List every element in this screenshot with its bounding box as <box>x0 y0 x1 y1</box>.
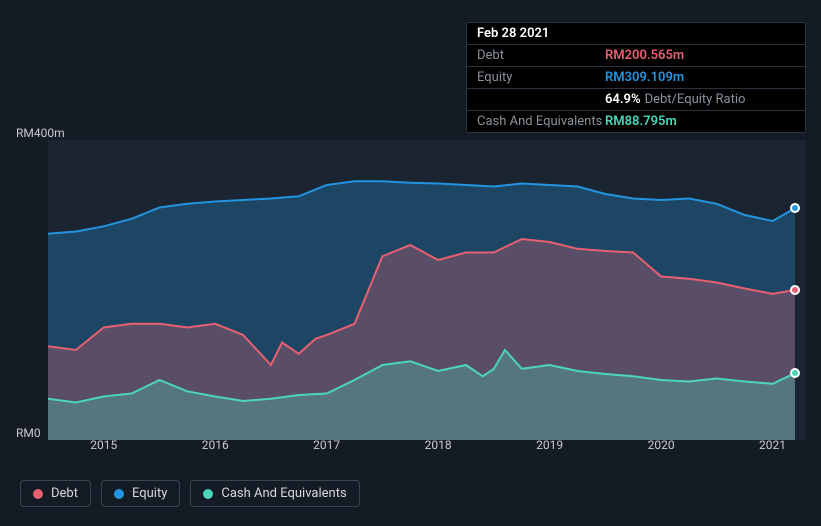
tooltip-label <box>477 92 605 107</box>
legend-label: Debt <box>51 486 78 501</box>
legend-item-equity[interactable]: Equity <box>101 480 180 507</box>
x-axis-label: 2017 <box>313 438 340 452</box>
tooltip-value: RM200.565m <box>605 48 684 63</box>
chart-container: Feb 28 2021 DebtRM200.565mEquityRM309.10… <box>0 0 821 526</box>
tooltip-date: Feb 28 2021 <box>477 26 549 41</box>
tooltip-row: DebtRM200.565m <box>467 45 805 67</box>
equity-marker <box>790 203 800 213</box>
legend-label: Equity <box>132 486 167 501</box>
tooltip-value: RM309.109m <box>605 70 684 85</box>
plot-svg <box>48 140 806 440</box>
debt-marker <box>790 285 800 295</box>
plot-area[interactable] <box>48 140 806 440</box>
equity-legend-dot <box>114 489 124 499</box>
legend-item-cash[interactable]: Cash And Equivalents <box>190 480 359 507</box>
x-axis-label: 2021 <box>759 438 786 452</box>
legend: Debt Equity Cash And Equivalents <box>20 480 360 507</box>
cash-marker <box>790 368 800 378</box>
x-axis-label: 2020 <box>648 438 675 452</box>
tooltip-date-row: Feb 28 2021 <box>467 23 805 45</box>
tooltip-label: Equity <box>477 70 605 85</box>
legend-label: Cash And Equivalents <box>221 486 346 501</box>
x-axis-label: 2019 <box>536 438 563 452</box>
debt-legend-dot <box>33 489 43 499</box>
chart-tooltip: Feb 28 2021 DebtRM200.565mEquityRM309.10… <box>466 22 806 133</box>
x-axis: 2015 2016 2017 2018 2019 2020 2021 <box>48 438 806 458</box>
y-axis-label: RM400m <box>16 126 65 140</box>
tooltip-value: 64.9% <box>605 92 641 107</box>
x-axis-label: 2018 <box>425 438 452 452</box>
legend-item-debt[interactable]: Debt <box>20 480 91 507</box>
x-axis-label: 2016 <box>202 438 229 452</box>
tooltip-extra: Debt/Equity Ratio <box>645 92 746 107</box>
x-axis-label: 2015 <box>90 438 117 452</box>
tooltip-row: 64.9% Debt/Equity Ratio <box>467 89 805 111</box>
tooltip-label: Debt <box>477 48 605 63</box>
chart: RM400mRM0 2015201620172018201920202021 <box>16 120 806 440</box>
cash-legend-dot <box>203 489 213 499</box>
y-axis-label: RM0 <box>16 426 41 440</box>
tooltip-row: EquityRM309.109m <box>467 67 805 89</box>
